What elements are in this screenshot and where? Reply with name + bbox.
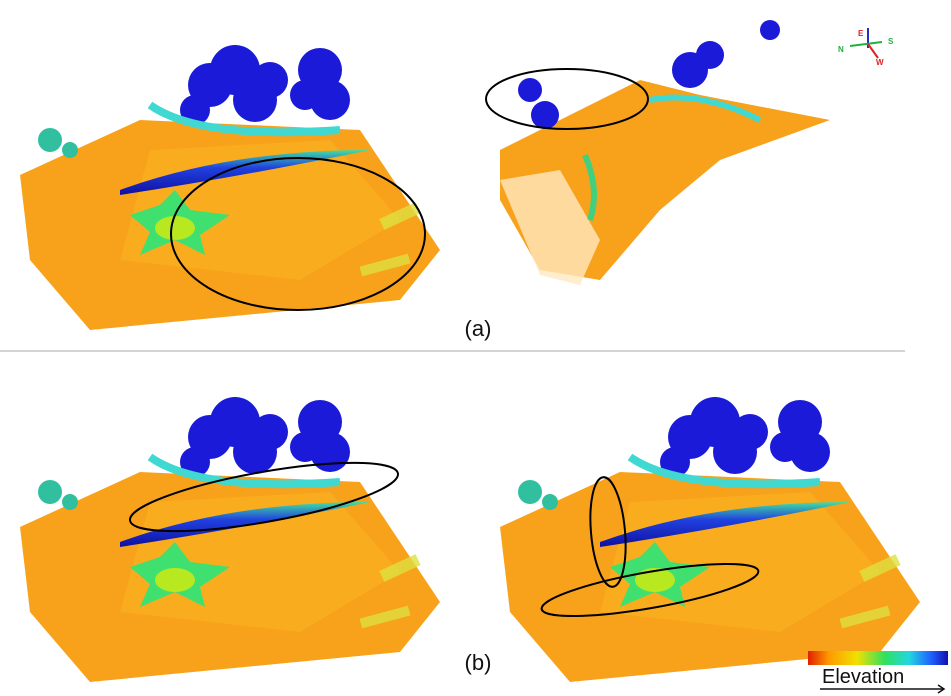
compass: E S N W [838, 28, 894, 67]
point-cloud [500, 20, 830, 285]
compass-label: S [888, 37, 894, 46]
legend-title: Elevation [822, 666, 904, 688]
point-cloud [500, 397, 920, 682]
compass-label: W [876, 58, 884, 67]
panel-label: (b) [465, 650, 492, 675]
panel-label: (a) [465, 316, 492, 341]
color-bar [808, 651, 948, 665]
point-cloud [20, 45, 440, 330]
compass-label: N [838, 45, 844, 54]
figure: E S N W (a) (b) Elevation [0, 0, 951, 696]
point-cloud [20, 397, 440, 682]
compass-label: E [858, 29, 864, 38]
